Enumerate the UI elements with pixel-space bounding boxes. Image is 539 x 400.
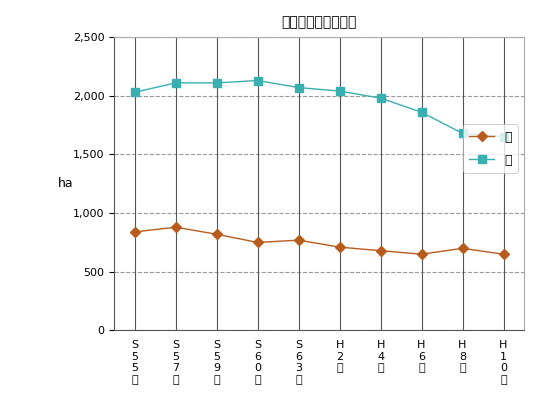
疑 <box>295 85 302 90</box>
田 <box>418 252 425 257</box>
田 <box>172 225 179 230</box>
疑 <box>500 134 507 139</box>
Legend: 田, 疑: 田, 疑 <box>463 124 518 173</box>
疑 <box>418 110 425 115</box>
田 <box>336 245 343 250</box>
疑 <box>254 78 261 83</box>
田 <box>459 246 466 251</box>
田 <box>295 238 302 242</box>
田 <box>213 232 220 237</box>
Line: 田: 田 <box>131 224 507 258</box>
疑 <box>336 89 343 94</box>
疑 <box>377 96 384 100</box>
田 <box>500 252 507 257</box>
田 <box>254 240 261 245</box>
疑 <box>213 80 220 85</box>
田 <box>377 248 384 253</box>
Line: 疑: 疑 <box>130 76 508 141</box>
疑 <box>172 80 179 85</box>
疑 <box>132 90 138 95</box>
Y-axis label: ha: ha <box>58 177 74 190</box>
疑 <box>459 131 466 136</box>
Title: 経営耕地面積の推移: 経営耕地面積の推移 <box>281 15 357 29</box>
田 <box>132 230 138 234</box>
